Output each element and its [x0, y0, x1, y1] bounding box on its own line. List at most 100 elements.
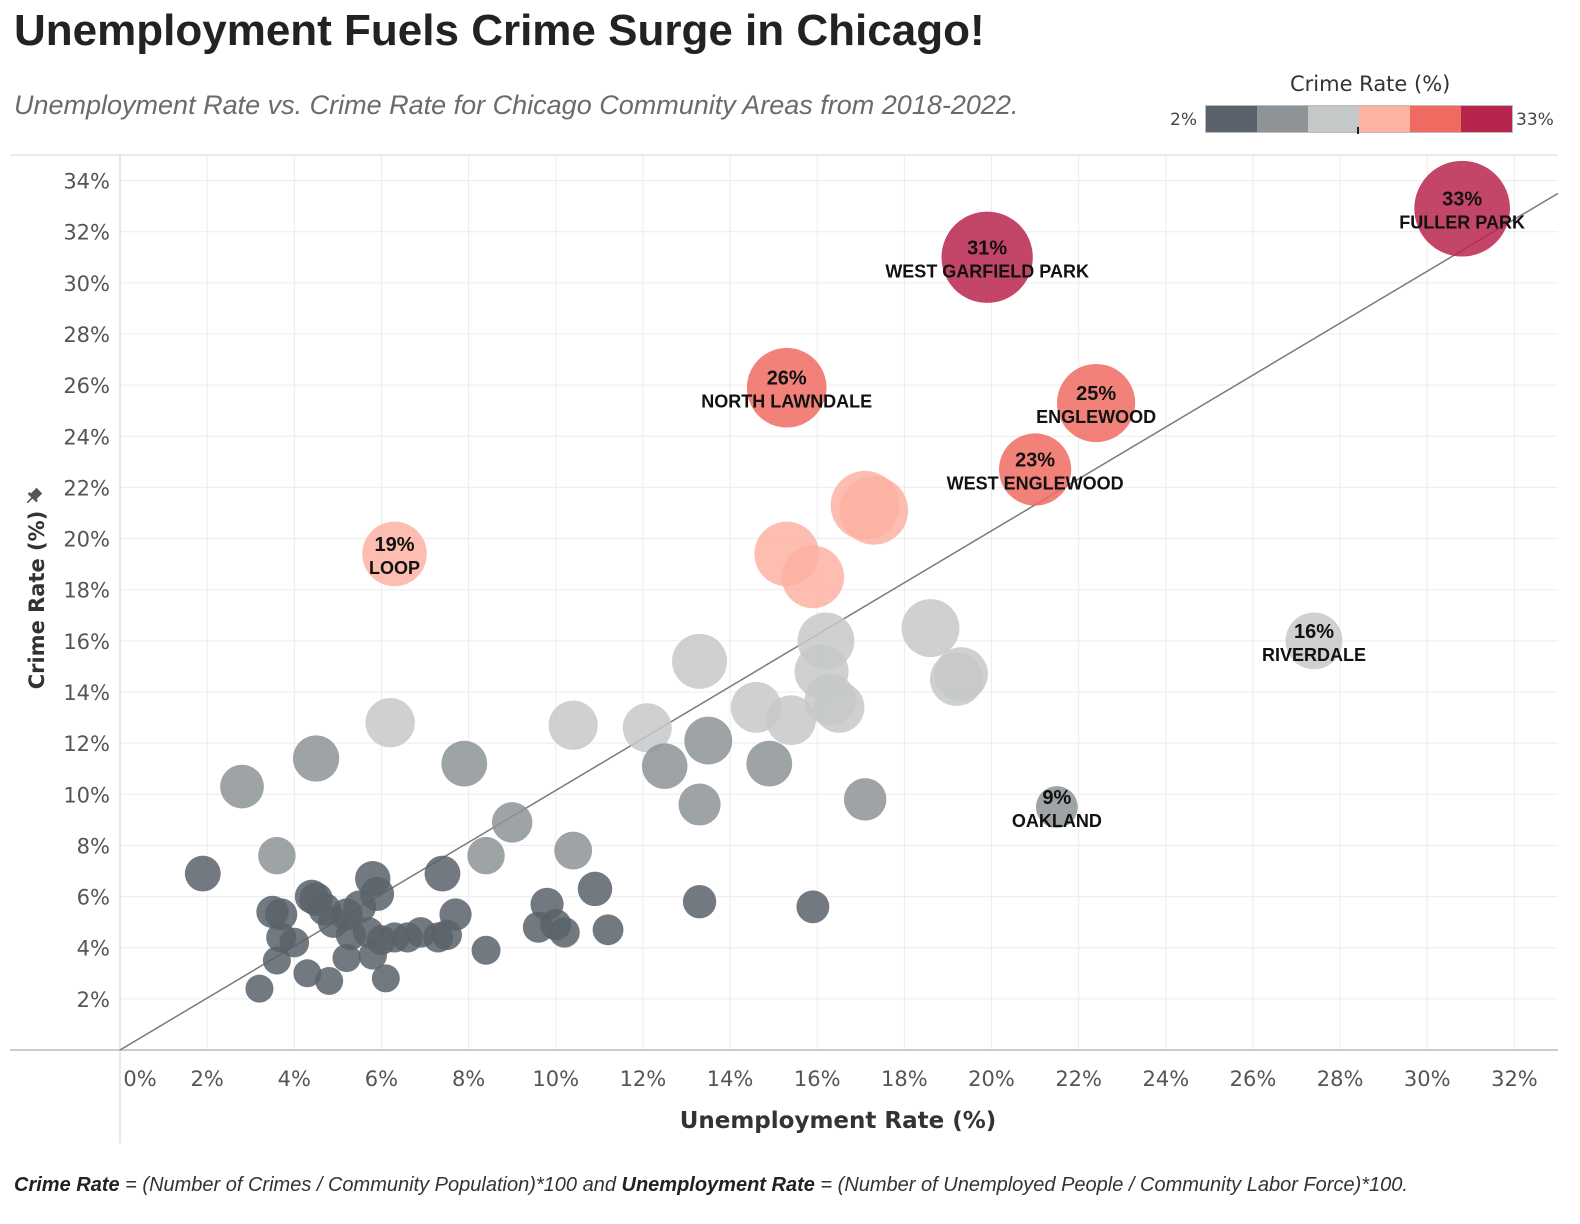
legend-swatch — [1461, 106, 1512, 132]
labeled-data-points: 33%FULLER PARK 31%WEST GARFIELD PARK 26%NO… — [362, 160, 1525, 831]
x-tick-label: 8% — [452, 1067, 485, 1091]
point-name-label: OAKLAND — [1012, 811, 1102, 831]
data-point[interactable] — [843, 778, 887, 821]
data-point[interactable] — [292, 735, 340, 782]
data-point[interactable] — [684, 716, 733, 765]
data-point[interactable] — [293, 959, 322, 988]
labeled-data-point[interactable] — [998, 433, 1072, 506]
pin-icon[interactable] — [23, 486, 44, 507]
data-point[interactable] — [813, 681, 865, 733]
y-tick-label: 32% — [63, 221, 110, 245]
data-point[interactable] — [781, 545, 845, 609]
x-tick-label: 12% — [620, 1067, 667, 1091]
data-point[interactable] — [258, 836, 296, 875]
data-point[interactable] — [184, 855, 221, 892]
y-tick-label: 6% — [77, 886, 110, 910]
data-point[interactable] — [441, 740, 488, 787]
x-tick-label: 18% — [881, 1067, 928, 1091]
data-point[interactable] — [554, 831, 593, 870]
footnote-unemployment-formula: = (Number of Unemployed People / Communi… — [814, 1174, 1408, 1196]
data-point[interactable] — [901, 599, 960, 658]
x-tick-label: 20% — [968, 1067, 1015, 1091]
y-tick-label: 10% — [63, 783, 110, 807]
data-point[interactable] — [371, 964, 400, 993]
x-tick-label: 28% — [1317, 1067, 1364, 1091]
data-point[interactable] — [358, 941, 387, 970]
legend-swatch — [1359, 106, 1410, 132]
point-value-label: 19% — [375, 534, 415, 556]
point-name-label: WEST GARFIELD PARK — [885, 261, 1089, 281]
point-name-label: WEST ENGLEWOOD — [947, 474, 1124, 494]
data-point[interactable] — [746, 740, 793, 787]
data-point[interactable] — [766, 695, 816, 745]
data-point[interactable] — [245, 974, 274, 1003]
labeled-data-point[interactable] — [1057, 363, 1136, 443]
gridlines — [120, 155, 1558, 1050]
point-name-label: RIVERDALE — [1262, 645, 1366, 665]
data-point[interactable] — [220, 764, 264, 809]
point-value-label: 9% — [1042, 787, 1071, 809]
data-points — [184, 470, 988, 1003]
data-point[interactable] — [672, 633, 728, 689]
data-point[interactable] — [796, 890, 830, 924]
x-tick-label: 22% — [1055, 1067, 1102, 1091]
y-tick-label: 16% — [63, 630, 110, 654]
data-point[interactable] — [622, 703, 672, 753]
labeled-data-point[interactable] — [1035, 786, 1078, 828]
data-point[interactable] — [929, 652, 984, 706]
data-point[interactable] — [549, 917, 580, 948]
data-point[interactable] — [315, 966, 344, 995]
point-value-label: 26% — [767, 368, 807, 390]
legend-swatch — [1410, 106, 1461, 132]
data-point[interactable] — [491, 802, 533, 843]
point-name-label: FULLER PARK — [1399, 213, 1525, 233]
point-value-label: 25% — [1076, 383, 1116, 405]
data-point[interactable] — [471, 935, 501, 965]
footnote: Crime Rate = (Number of Crimes / Communi… — [14, 1174, 1408, 1197]
plot-frame — [10, 154, 1558, 1143]
data-point[interactable] — [592, 914, 624, 946]
data-point[interactable] — [279, 927, 310, 958]
legend-swatch — [1206, 106, 1257, 132]
data-point[interactable] — [365, 697, 415, 748]
legend-color-scale — [1205, 105, 1513, 133]
x-tick-label: 14% — [707, 1067, 754, 1091]
y-tick-label: 8% — [77, 834, 110, 858]
legend-tick — [1357, 127, 1359, 134]
x-tick-label: 16% — [794, 1067, 841, 1091]
data-point[interactable] — [577, 871, 613, 907]
y-tick-label: 34% — [63, 170, 110, 194]
point-value-label: 23% — [1015, 450, 1055, 472]
data-point[interactable] — [839, 476, 909, 545]
footnote-unemployment-term: Unemployment Rate — [621, 1174, 815, 1196]
data-point[interactable] — [332, 943, 361, 973]
data-point[interactable] — [641, 743, 688, 789]
data-point[interactable] — [431, 919, 462, 951]
data-point[interactable] — [548, 700, 598, 750]
x-tick-label: 30% — [1404, 1067, 1451, 1091]
data-point[interactable] — [424, 855, 461, 892]
x-axis-label: Unemployment Rate (%) — [680, 1108, 997, 1134]
labeled-data-point[interactable] — [941, 211, 1033, 303]
labeled-data-point[interactable] — [362, 521, 427, 587]
y-axis-ticks: 2% 4% 6% 8% 10% 12% 14% 16% 18% 20% 22% 24% 26% 28% 30… — [63, 170, 110, 1012]
data-point[interactable] — [262, 946, 291, 975]
x-tick-label: 0% — [123, 1067, 156, 1091]
labeled-data-point[interactable] — [746, 347, 827, 428]
y-tick-label: 12% — [63, 732, 110, 756]
data-point[interactable] — [265, 898, 298, 931]
data-point[interactable] — [678, 783, 721, 826]
footnote-crime-rate-term: Crime Rate — [14, 1174, 120, 1196]
labeled-data-point[interactable] — [1285, 612, 1343, 670]
legend-swatch — [1308, 106, 1359, 132]
legend-min-label: 2% — [1170, 110, 1197, 130]
y-tick-label: 14% — [63, 681, 110, 705]
labeled-data-point[interactable] — [1414, 160, 1510, 257]
data-point[interactable] — [682, 885, 717, 919]
x-tick-label: 2% — [190, 1067, 223, 1091]
legend-swatch — [1257, 106, 1308, 132]
point-value-label: 16% — [1294, 621, 1334, 643]
data-point[interactable] — [467, 836, 505, 875]
x-tick-label: 32% — [1491, 1067, 1538, 1091]
point-value-label: 31% — [967, 237, 1007, 259]
